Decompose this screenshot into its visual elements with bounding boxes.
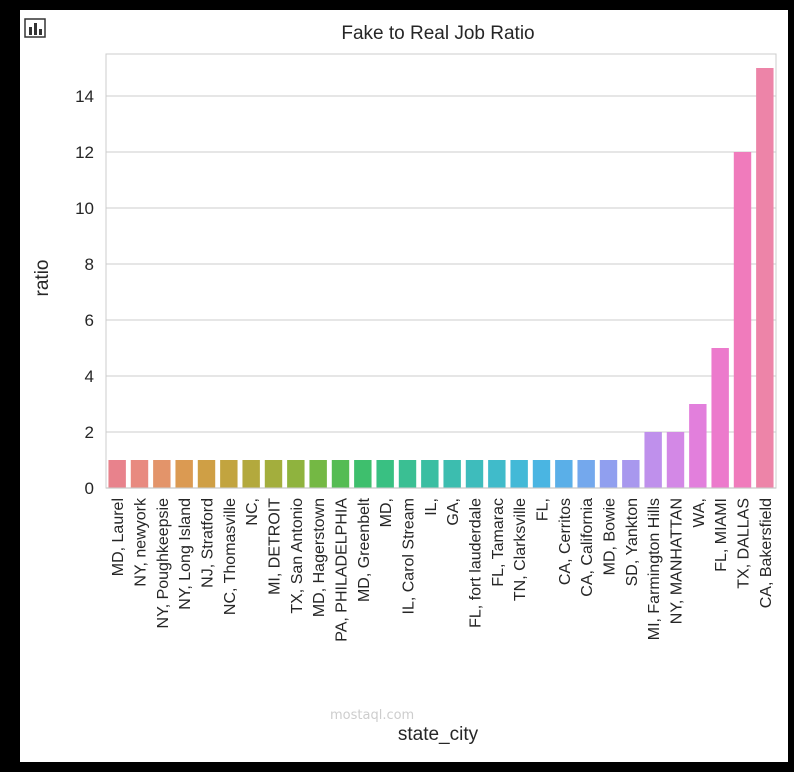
bar [689,404,707,488]
y-tick-label: 14 [75,87,94,106]
x-tick-label: MI, DETROIT [267,498,284,595]
x-tick-label: FL, MIAMI [713,498,730,572]
x-tick-label: PA, PHILADELPHIA [334,498,351,642]
bar [532,460,551,488]
bar [599,460,618,488]
x-tick-label: IL, [423,498,440,516]
x-axis-label: state_city [398,724,479,745]
bar-chart-icon[interactable] [24,18,46,38]
x-tick-label: IL, Carol Stream [401,498,418,614]
x-tick-label: NC, [244,498,261,526]
x-tick-label: NY, newyork [133,497,150,587]
x-tick-label: MI, Farmington Hills [646,498,663,640]
x-tick-label: SD, Yankton [624,498,641,586]
chart-frame: Fake to Real Job Ratio ratio state_city … [20,10,788,762]
bar [465,460,484,488]
bar [220,460,238,488]
bar [555,460,573,488]
x-tick-label: WA, [691,498,708,528]
bar [153,460,171,488]
x-tick-label: MD, Bowie [602,498,619,575]
x-tick-labels: MD, Laurel NY, newyork NY, Poughkeepsie NY,… [110,497,775,642]
bar [376,460,394,488]
bar-chart: Fake to Real Job Ratio ratio state_city … [32,23,777,745]
bar [666,432,685,488]
bar [130,460,149,488]
x-tick-label: MD, Laurel [110,498,127,576]
y-tick-label: 4 [85,367,94,386]
x-tick-label: NY, MANHATTAN [669,498,686,624]
x-tick-label: MD, Hagerstown [311,498,328,617]
x-tick-label: CA, California [579,498,596,597]
y-tick-labels: 0 2 4 6 8 10 12 14 [75,87,94,498]
bar [733,152,752,488]
bar [309,460,327,488]
bar [756,68,774,488]
x-tick-label: TX, DALLAS [736,498,753,589]
y-tick-label: 10 [75,199,94,218]
bar [197,460,216,488]
bar [510,460,528,488]
x-tick-label: NY, Poughkeepsie [155,498,172,629]
grid-lines [106,95,776,489]
y-tick-label: 6 [85,311,94,330]
y-tick-label: 8 [85,255,94,274]
bar [287,460,305,488]
x-tick-label: MD, Greenbelt [356,497,373,602]
bar [242,460,260,488]
plot-border [105,53,777,489]
x-tick-label: NC, Thomasville [222,498,239,615]
y-axis-label: ratio [32,260,53,297]
y-tick-label: 2 [85,423,94,442]
x-tick-label: FL, Tamarac [490,498,507,587]
bar [711,348,729,488]
bar [577,460,595,488]
y-tick-label: 0 [85,479,94,498]
x-tick-label: CA, Cerritos [557,498,574,585]
x-tick-label: NJ, Stratford [200,498,217,588]
bar [264,460,283,488]
bar [488,460,506,488]
bar [421,460,439,488]
bar [443,460,461,488]
x-tick-label: TN, Clarksville [512,498,529,601]
x-tick-label: FL, [535,498,552,521]
x-tick-label: MD, [378,498,395,527]
bar [644,432,662,488]
y-tick-label: 12 [75,143,94,162]
bars [108,68,774,488]
x-tick-label: FL, fort lauderdale [468,498,485,628]
bar [622,460,640,488]
bar [398,460,417,488]
bar [354,460,372,488]
bar [331,460,350,488]
bar [175,460,193,488]
watermark: mostaql.com [330,708,415,723]
x-tick-label: TX, San Antonio [289,498,306,614]
x-tick-label: NY, Long Island [177,498,194,610]
chart-title: Fake to Real Job Ratio [341,23,534,44]
x-tick-label: CA, Bakersfield [758,498,775,608]
x-tick-label: GA, [445,498,462,526]
bar [108,460,126,488]
